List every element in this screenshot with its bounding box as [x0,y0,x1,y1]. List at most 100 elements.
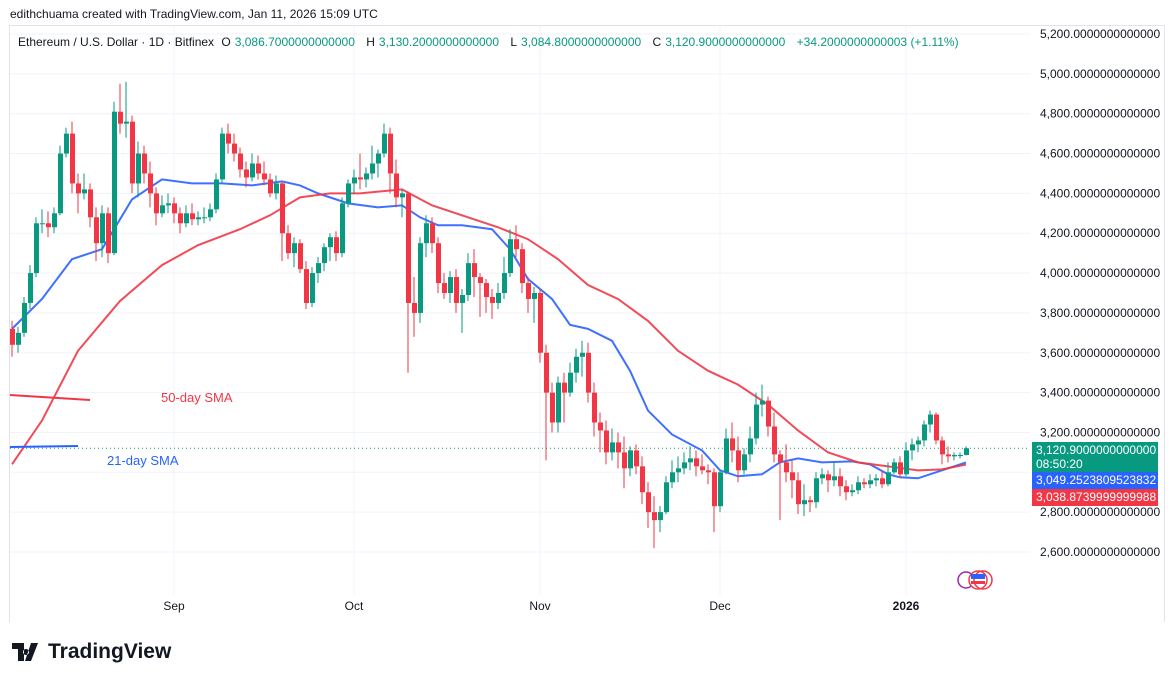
candle [466,253,471,301]
candle [916,436,921,453]
candle [322,243,327,272]
candle-body [154,193,159,214]
candle [370,145,375,180]
candle [100,205,105,258]
candle-body [616,442,621,453]
candle [580,340,585,377]
candle-body [604,430,609,453]
symbol-title[interactable]: Ethereum / U.S. Dollar · 1D · Bitfinex [18,35,215,49]
candle-body [814,478,819,503]
candle-body [172,203,177,214]
candle [772,412,777,463]
candle-body [46,223,51,228]
candle-body [82,189,87,194]
candle-body [664,482,669,513]
candle-body [784,462,789,473]
candle [760,384,765,417]
sma50-price-tag: 3,038.8739999999988 [1032,489,1158,506]
candle [352,169,357,194]
candle [418,237,423,323]
candle [604,420,609,465]
flag-canton [971,574,985,579]
candle-body [400,193,405,198]
candle-body [358,177,363,180]
candle [94,207,99,262]
candle [826,470,831,493]
candle [106,207,111,264]
close-value: 3,120.9000000000000 [665,35,786,49]
candle [640,456,645,505]
candle [424,215,429,258]
candle-body [112,111,117,254]
candle [688,446,693,471]
candle-body [874,478,879,481]
candle-body [520,249,525,284]
low-value: 3,084.8000000000000 [521,35,642,49]
candle [754,392,759,445]
candle [490,289,495,319]
candle [658,506,663,533]
candle [748,426,753,463]
candle-body [436,243,441,284]
candle [796,472,801,515]
candle [244,161,249,188]
candle [556,376,561,433]
candle [952,452,957,461]
candle [364,167,369,188]
candle [652,496,657,549]
candle-body [580,352,585,357]
candle-body [544,352,549,393]
candle-body [496,293,501,303]
last-price: 3,120.9000000000000 [1036,443,1157,457]
candle-body [652,512,657,521]
sma50-label: 50-day SMA [161,390,233,405]
candle-body [556,382,561,423]
candle-body [94,217,99,244]
candle-body [958,454,963,456]
candle-body [304,269,309,303]
candle [196,211,201,226]
candle-body [682,462,687,469]
candle-body [424,223,429,244]
candle [646,482,651,529]
candle-body [226,133,231,144]
candle [586,342,591,403]
candle-body [208,209,213,218]
candle [154,187,159,226]
candle [670,460,675,489]
candle-body [598,422,603,431]
candle [958,452,963,459]
candle [382,123,387,158]
candle [286,225,291,260]
tradingview-logo[interactable]: TradingView [12,640,171,664]
candle-body [760,400,765,405]
candle [388,127,393,194]
candle [946,446,951,463]
candle-body [484,283,489,297]
candle-body [694,458,699,467]
candle-body [34,223,39,274]
x-tick-label: Dec [709,599,730,613]
candle [16,326,21,353]
candle-body [472,263,477,278]
candle [310,267,315,307]
candle-body [724,438,729,473]
candle-body [688,458,693,463]
candle-body [364,173,369,180]
candle-body [526,283,531,299]
candle-body [502,273,507,293]
candle-body [586,352,591,393]
candle [118,83,123,134]
candle-body [214,179,219,210]
candle-body [592,392,597,423]
candle-body [28,273,33,303]
candle-body [646,492,651,513]
candle-body [184,213,189,224]
tradingview-logo-icon [12,643,38,661]
candle [40,209,45,234]
candle-body [268,179,273,194]
candle [214,173,219,214]
candle [262,161,267,186]
candle [70,121,75,194]
